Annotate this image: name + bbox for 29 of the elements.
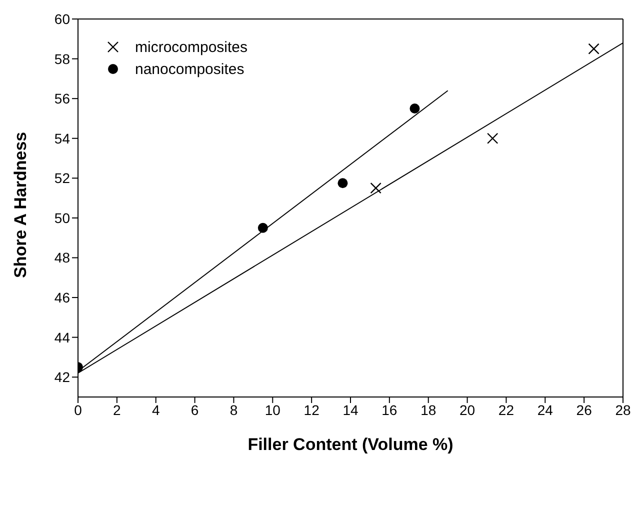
y-tick-label: 56 — [54, 90, 70, 107]
x-tick-label: 2 — [113, 402, 122, 418]
x-axis-title: Filler Content (Volume %) — [248, 435, 454, 454]
x-tick-label: 24 — [537, 402, 554, 418]
y-tick-label: 46 — [54, 289, 70, 306]
y-tick-label: 42 — [54, 369, 70, 386]
x-tick-label: 4 — [152, 402, 160, 418]
x-tick-label: 12 — [304, 402, 320, 418]
x-tick-label: 26 — [576, 402, 592, 418]
x-tick-label: 20 — [459, 402, 476, 418]
x-tick-label: 0 — [74, 402, 82, 418]
legend-label: nanocomposites — [135, 60, 244, 78]
y-tick-label: 50 — [54, 210, 70, 226]
y-tick-label: 60 — [54, 10, 70, 27]
x-tick-label: 8 — [230, 402, 238, 418]
legend-label: microcomposites — [135, 38, 248, 56]
y-tick-label: 48 — [54, 250, 70, 266]
y-tick-label: 54 — [54, 130, 70, 146]
x-tick-label: 10 — [264, 402, 281, 418]
y-tick-label: 52 — [54, 170, 70, 186]
y-tick-label: 44 — [54, 329, 70, 346]
x-tick-label: 6 — [190, 402, 199, 418]
x-tick-label: 14 — [342, 402, 358, 418]
y-axis-title: Shore A Hardness — [11, 132, 30, 278]
x-tick-label: 28 — [615, 402, 631, 418]
x-tick-label: 18 — [420, 402, 436, 418]
x-tick-label: 16 — [382, 402, 398, 418]
y-tick-label: 58 — [54, 50, 70, 67]
x-tick-label: 22 — [498, 402, 514, 418]
